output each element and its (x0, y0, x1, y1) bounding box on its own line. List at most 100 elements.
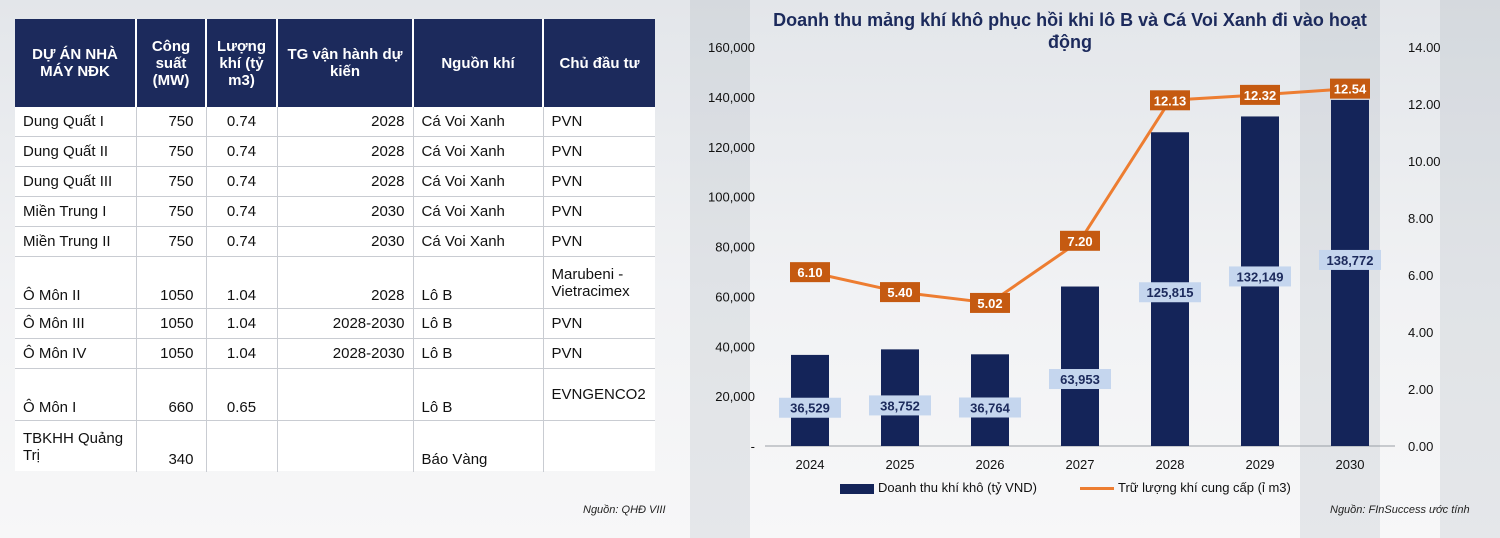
y-left-tick-label: 100,000 (708, 190, 755, 205)
cell-project: TBKHH Quảng Trị (15, 420, 137, 472)
cell-time: 2028 (277, 107, 414, 137)
legend-item-gas-supply: Trữ lượng khí cung cấp (ỉ m3) (1080, 480, 1291, 495)
cell-source: Lô B (413, 338, 544, 369)
line-data-label-box (1150, 90, 1190, 111)
y-left-tick-label: 40,000 (715, 339, 755, 354)
bar-data-label-box (779, 397, 841, 418)
table-header-row: DỰ ÁN NHÀ MÁY NĐK Công suất (MW) Lượng k… (15, 19, 655, 107)
legend-label-gas-supply: Trữ lượng khí cung cấp (ỉ m3) (1118, 480, 1291, 495)
line-data-label-box (1240, 84, 1280, 105)
legend-item-revenue: Doanh thu khí khô (tỷ VND) (840, 480, 1037, 495)
cell-investor: PVN (543, 196, 655, 227)
table-row: Dung Quất I 750 0.74 2028 Cá Voi Xanh PV… (15, 107, 655, 137)
cell-gas: 0.74 (206, 136, 278, 167)
background-shape (690, 0, 750, 538)
table-row: Miền Trung I 750 0.74 2030 Cá Voi Xanh P… (15, 196, 655, 227)
table-row: Dung Quất II 750 0.74 2028 Cá Voi Xanh P… (15, 136, 655, 167)
bar-data-label-box (959, 397, 1021, 418)
line-data-label: 7.20 (1067, 234, 1092, 249)
cell-time (277, 420, 414, 472)
y-left-tick-label: - (751, 439, 755, 454)
line-data-label: 12.13 (1154, 93, 1187, 108)
x-tick-label: 2025 (886, 457, 915, 472)
header-gas: Lượng khí (tỷ m3) (206, 19, 278, 107)
cell-capacity: 660 (136, 368, 207, 421)
cell-time: 2028-2030 (277, 308, 414, 339)
cell-source: Báo Vàng (413, 420, 544, 472)
y-right-tick-label: 8.00 (1408, 211, 1433, 226)
cell-capacity: 1050 (136, 256, 207, 309)
table-row: Ô Môn II 1050 1.04 2028 Lô B Marubeni - … (15, 256, 655, 309)
x-tick-label: 2029 (1246, 457, 1275, 472)
bar-data-label-box (1049, 369, 1111, 390)
cell-capacity: 750 (136, 107, 207, 137)
header-investor: Chủ đầu tư (543, 19, 655, 107)
cell-investor: PVN (543, 166, 655, 197)
y-left-tick-label: 20,000 (715, 389, 755, 404)
table-row: Ô Môn I 660 0.65 Lô B EVNGENCO2 (15, 368, 655, 421)
bar-data-label: 125,815 (1147, 285, 1194, 300)
background-shape (1440, 0, 1500, 538)
bar-data-label: 63,953 (1060, 372, 1100, 387)
bar-data-label: 138,772 (1327, 253, 1374, 268)
y-right-tick-label: 6.00 (1408, 268, 1433, 283)
header-capacity: Công suất (MW) (136, 19, 207, 107)
cell-project: Dung Quất II (15, 136, 137, 167)
table-row: Dung Quất III 750 0.74 2028 Cá Voi Xanh … (15, 166, 655, 197)
bar-revenue (1061, 286, 1099, 446)
cell-source: Cá Voi Xanh (413, 136, 544, 167)
line-data-label: 6.10 (797, 265, 822, 280)
cell-project: Ô Môn II (15, 256, 137, 309)
cell-gas: 0.74 (206, 166, 278, 197)
bar-data-label: 36,764 (970, 400, 1011, 415)
line-data-label: 5.40 (887, 285, 912, 300)
cell-project: Miền Trung I (15, 196, 137, 227)
bar-revenue (1331, 99, 1369, 447)
cell-investor: PVN (543, 308, 655, 339)
power-plant-table: DỰ ÁN NHÀ MÁY NĐK Công suất (MW) Lượng k… (15, 19, 655, 472)
cell-gas: 1.04 (206, 256, 278, 309)
bar-data-label: 36,529 (790, 401, 830, 416)
y-right-tick-label: 0.00 (1408, 439, 1433, 454)
bar-data-label-box (1139, 282, 1201, 303)
cell-gas: 0.65 (206, 368, 278, 421)
header-project: DỰ ÁN NHÀ MÁY NĐK (15, 19, 137, 107)
y-left-tick-label: 60,000 (715, 289, 755, 304)
cell-time: 2030 (277, 226, 414, 257)
line-data-label-box (970, 292, 1010, 313)
line-data-label-box (880, 282, 920, 303)
line-data-label-box (1330, 78, 1370, 99)
legend-label-revenue: Doanh thu khí khô (tỷ VND) (878, 480, 1037, 495)
cell-source: Lô B (413, 256, 544, 309)
y-left-tick-label: 140,000 (708, 90, 755, 105)
table-row: Ô Môn IV 1050 1.04 2028-2030 Lô B PVN (15, 338, 655, 369)
y-right-tick-label: 12.00 (1408, 97, 1441, 112)
cell-investor: PVN (543, 226, 655, 257)
bar-data-label-box (1229, 266, 1291, 287)
cell-investor: PVN (543, 107, 655, 137)
cell-time: 2028 (277, 256, 414, 309)
cell-source: Cá Voi Xanh (413, 166, 544, 197)
legend-swatch-bar (840, 483, 874, 494)
header-operation-time: TG vận hành dự kiến (277, 19, 414, 107)
cell-gas: 0.74 (206, 226, 278, 257)
cell-project: Ô Môn I (15, 368, 137, 421)
cell-time (277, 368, 414, 421)
cell-investor: Marubeni - Vietracimex (543, 256, 655, 309)
cell-time: 2028 (277, 166, 414, 197)
cell-gas: 1.04 (206, 338, 278, 369)
line-data-label-box (790, 262, 830, 283)
cell-project: Ô Môn III (15, 308, 137, 339)
cell-investor: EVNGENCO2 (543, 368, 655, 421)
cell-project: Ô Môn IV (15, 338, 137, 369)
table-source-note: Nguồn: QHĐ VIII (583, 504, 666, 516)
bar-data-label: 132,149 (1237, 269, 1284, 284)
bar-data-label-box (869, 395, 931, 416)
y-right-tick-label: 14.00 (1408, 40, 1441, 55)
x-tick-label: 2024 (796, 457, 825, 472)
x-tick-label: 2030 (1336, 457, 1365, 472)
chart-source-note: Nguồn: FInSuccess ước tính (1330, 504, 1470, 516)
x-tick-label: 2026 (976, 457, 1005, 472)
cell-source: Cá Voi Xanh (413, 107, 544, 137)
